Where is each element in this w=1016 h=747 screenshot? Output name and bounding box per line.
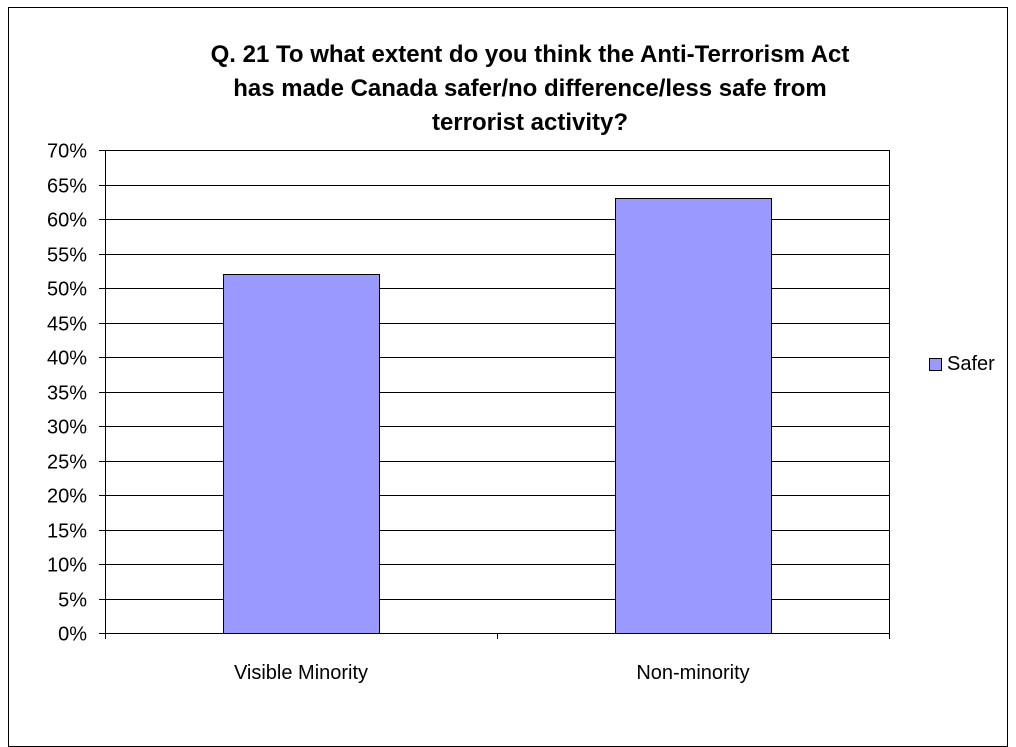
y-tick-label-65: 65% (47, 176, 87, 198)
x-tick-label-visible-minority: Visible Minority (234, 662, 368, 684)
y-tick-label-70: 70% (47, 141, 87, 163)
y-tick-label-10: 10% (47, 555, 87, 577)
y-tick-label-40: 40% (47, 348, 87, 370)
y-tick-label-20: 20% (47, 486, 87, 508)
legend-swatch-safer (929, 358, 942, 371)
chart-title-line-3: terrorist activity? (431, 109, 629, 136)
x-tick-label-non-minority: Non-minority (636, 662, 749, 684)
y-tick-label-60: 60% (47, 210, 87, 232)
y-tick-label-0: 0% (58, 624, 87, 646)
bar-visible-minority (223, 274, 380, 634)
y-tick-label-15: 15% (47, 521, 87, 543)
bar-non-minority (615, 198, 772, 634)
y-tick-label-25: 25% (47, 452, 87, 474)
legend: Safer (929, 353, 995, 376)
y-tick-label-5: 5% (58, 590, 87, 612)
axis-labels: 0% 5% 10% 15% 20% 25% 30% 35% 40% 45% 50% 55% 60% 65%… (47, 141, 750, 685)
y-tick-label-50: 50% (47, 279, 87, 301)
legend-label-safer: Safer (947, 353, 995, 375)
y-tick-label-35: 35% (47, 383, 87, 405)
chart-title-line-1: Q. 21 To what extent do you think the An… (210, 41, 850, 68)
axes (99, 150, 890, 639)
y-tick-label-30: 30% (47, 417, 87, 439)
y-tick-label-45: 45% (47, 314, 87, 336)
y-tick-label-55: 55% (47, 245, 87, 267)
bars (223, 198, 772, 634)
chart-title: Q. 21 To what extent do you think the An… (100, 38, 960, 140)
chart-title-line-2: has made Canada safer/no difference/less… (233, 75, 827, 102)
